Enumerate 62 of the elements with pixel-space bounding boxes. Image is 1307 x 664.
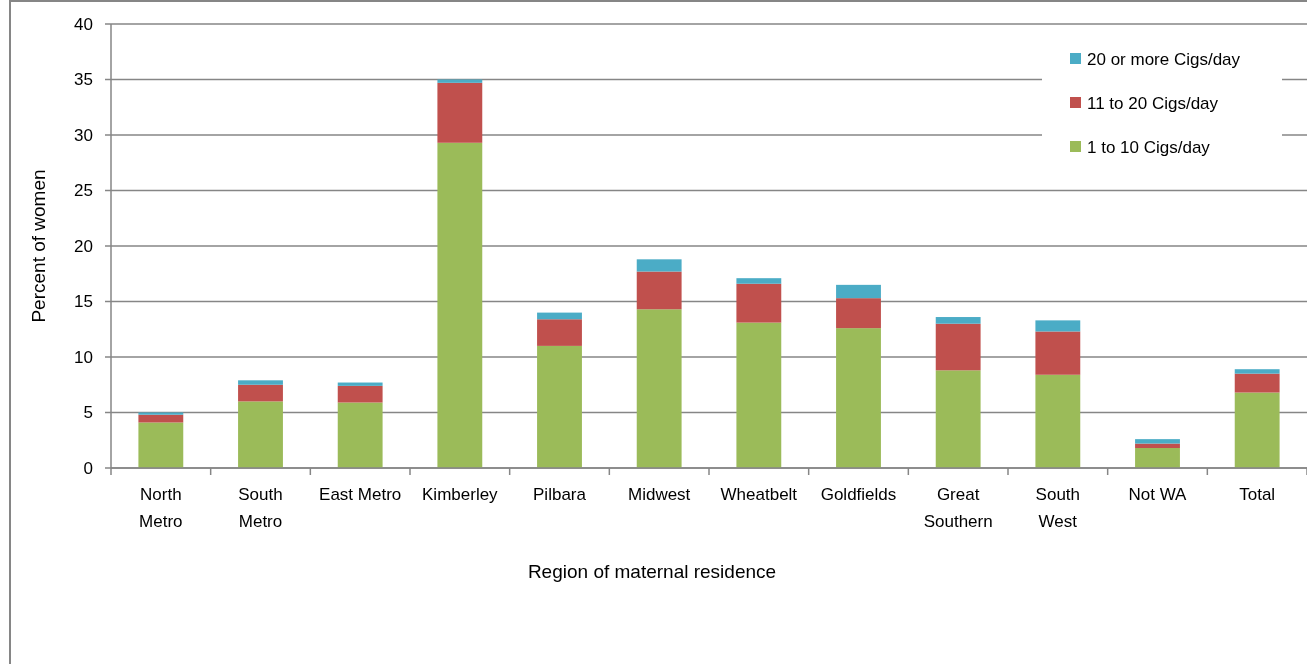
bar <box>836 284 881 299</box>
x-tick-label: Total <box>1239 485 1276 504</box>
bar <box>736 283 782 323</box>
legend-label: 1 to 10 Cigs/day <box>1087 137 1211 157</box>
bar <box>537 312 582 320</box>
bar <box>238 401 283 468</box>
legend-label: 11 to 20 Cigs/day <box>1087 93 1219 113</box>
bar <box>1135 448 1180 468</box>
bar <box>138 422 184 468</box>
bar <box>337 402 383 468</box>
bar <box>238 380 283 385</box>
y-tick-label: 15 <box>74 292 93 312</box>
legend-label: 20 or more Cigs/day <box>1087 49 1241 69</box>
bar <box>1234 373 1280 393</box>
x-tick-label: South Metro <box>238 485 283 531</box>
y-tick-label: 40 <box>74 14 93 34</box>
bar <box>1135 439 1180 444</box>
x-tick-label: North Metro <box>139 485 183 531</box>
bar <box>437 142 483 468</box>
x-tick-label: Great Southern <box>923 485 993 531</box>
bar <box>736 322 782 468</box>
y-tick-label: 25 <box>74 181 93 201</box>
bar <box>1234 369 1280 374</box>
x-axis-title: Region of maternal residence <box>527 561 777 582</box>
y-tick-label: 20 <box>74 236 93 256</box>
y-tick-label: 0 <box>83 458 93 478</box>
bar <box>935 317 981 324</box>
y-tick-label: 35 <box>74 70 93 90</box>
y-tick-label: 10 <box>74 347 93 367</box>
x-tick-label: Wheatbelt <box>720 485 798 504</box>
bar <box>1234 392 1280 468</box>
x-tick-label: Midwest <box>627 485 691 504</box>
bar <box>935 323 981 371</box>
bar <box>437 79 483 83</box>
bar <box>836 328 881 468</box>
bar <box>537 319 582 346</box>
bar <box>1135 443 1180 449</box>
bar <box>138 412 184 415</box>
x-tick-label: Not WA <box>1128 485 1188 504</box>
y-axis-title: Percent of women <box>28 169 49 323</box>
bar <box>437 82 483 143</box>
x-tick-label: Kimberley <box>422 485 499 504</box>
x-tick-label: Goldfields <box>820 485 897 504</box>
bar <box>636 309 682 468</box>
bar <box>238 384 283 402</box>
bar <box>1035 374 1081 468</box>
bar <box>1035 320 1081 332</box>
x-tick-label: Pilbara <box>533 485 587 504</box>
y-tick-label: 5 <box>83 403 93 423</box>
bar <box>537 345 582 468</box>
x-tick-label: South West <box>1035 485 1081 531</box>
bar <box>636 271 682 310</box>
bar <box>337 382 383 386</box>
bar <box>836 298 881 329</box>
bar <box>1035 331 1081 375</box>
bar <box>636 259 682 272</box>
bar <box>935 370 981 468</box>
bar <box>736 278 782 284</box>
bar <box>138 414 184 423</box>
bar <box>337 385 383 403</box>
y-tick-label: 30 <box>74 125 93 145</box>
x-tick-label: East Metro <box>319 485 402 504</box>
